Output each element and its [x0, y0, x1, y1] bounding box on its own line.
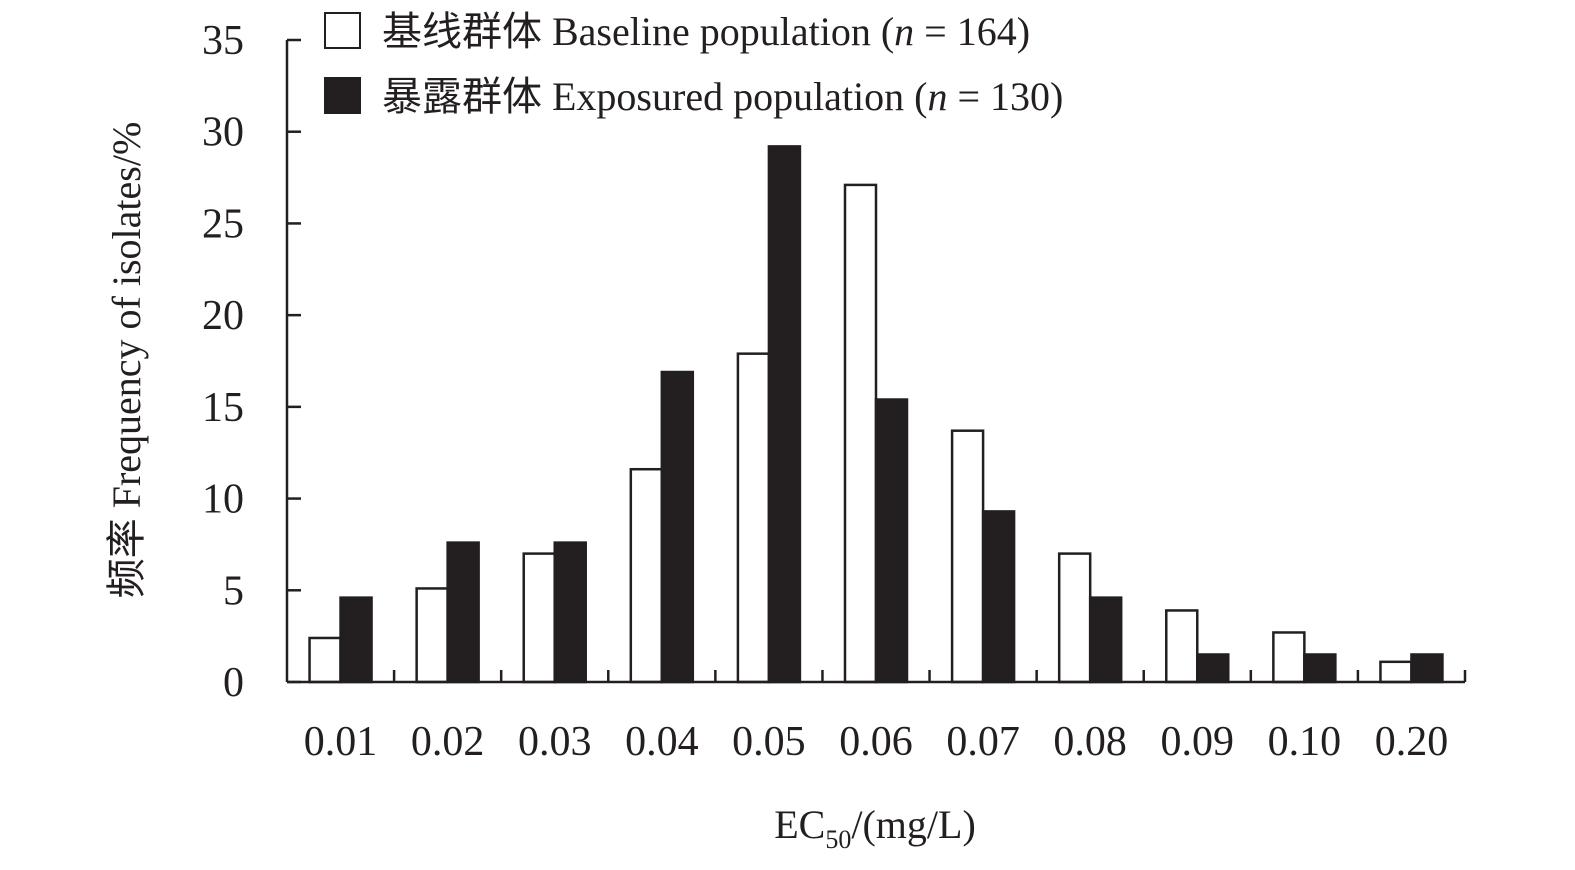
- y-tick-label-30: 30: [202, 110, 244, 156]
- legend-swatch-exposed: [324, 77, 361, 114]
- x-tick-label-0.02: 0.02: [411, 719, 485, 765]
- bar-baseline-0.01: [308, 636, 342, 684]
- bar-baseline-0.03: [522, 552, 556, 684]
- y-tick-label-15: 15: [202, 385, 244, 431]
- x-axis-title: EC50/(mg/L): [774, 802, 976, 854]
- y-tick-label-10: 10: [202, 477, 244, 523]
- bar-exposed-0.08: [1088, 596, 1123, 684]
- bar-exposed-0.03: [553, 541, 587, 684]
- x-tick-label-0.07: 0.07: [946, 719, 1020, 765]
- x-tick-label-0.10: 0.10: [1268, 719, 1342, 765]
- bar-baseline-0.10: [1272, 631, 1306, 684]
- x-tick-label-0.05: 0.05: [732, 719, 806, 765]
- x-tick-label-0.09: 0.09: [1161, 719, 1235, 765]
- bar-exposed-0.04: [660, 370, 695, 684]
- tick-labels-layer: 0 5 10 15 20 25 30 35 0.01 0.02 0.03 0.04 0.05 0.06 0.…: [202, 18, 1448, 765]
- y-tick-label-0: 0: [223, 660, 244, 706]
- bar-exposed-0.06: [874, 398, 909, 684]
- bar-baseline-0.20: [1379, 660, 1413, 684]
- bar-baseline-0.05: [736, 352, 771, 684]
- y-tick-label-25: 25: [202, 201, 244, 247]
- bar-exposed-0.05: [767, 145, 802, 684]
- x-axis-title-subscript: 50: [825, 825, 851, 854]
- bar-exposed-0.07: [981, 510, 1016, 684]
- x-tick-label-0.06: 0.06: [839, 719, 913, 765]
- bars-layer: [308, 145, 1444, 684]
- legend: 基线群体 Baseline population (n = 164) 暴露群体 …: [324, 9, 1063, 119]
- bar-baseline-0.08: [1057, 552, 1092, 684]
- legend-label-exposed: 暴露群体 Exposured population (n = 130): [382, 74, 1063, 119]
- bar-baseline-0.09: [1165, 609, 1199, 684]
- x-tick-label-0.20: 0.20: [1375, 719, 1449, 765]
- bar-exposed-0.10: [1303, 653, 1337, 684]
- legend-swatch-baseline: [324, 12, 361, 49]
- x-axis-title-rest: /(mg/L): [851, 802, 975, 847]
- bar-baseline-0.04: [629, 467, 664, 684]
- bar-exposed-0.20: [1410, 653, 1444, 684]
- legend-label-baseline: 基线群体 Baseline population (n = 164): [382, 9, 1030, 54]
- x-tick-label-0.08: 0.08: [1053, 719, 1127, 765]
- x-tick-label-0.04: 0.04: [625, 719, 699, 765]
- bar-baseline-0.02: [415, 587, 449, 684]
- bar-exposed-0.02: [446, 541, 480, 684]
- bar-baseline-0.07: [950, 429, 985, 684]
- x-axis-title-main: EC: [774, 802, 825, 847]
- x-tick-label-0.03: 0.03: [518, 719, 592, 765]
- bar-baseline-0.06: [843, 183, 878, 684]
- axes-layer: [285, 38, 1467, 684]
- y-axis-title: 频率 Frequency of isolates/%: [104, 122, 149, 599]
- y-tick-label-35: 35: [202, 18, 244, 64]
- x-tick-label-0.01: 0.01: [304, 719, 378, 765]
- y-tick-label-20: 20: [202, 293, 244, 339]
- bar-exposed-0.01: [339, 596, 373, 684]
- bar-exposed-0.09: [1196, 653, 1230, 684]
- y-tick-label-5: 5: [223, 568, 244, 614]
